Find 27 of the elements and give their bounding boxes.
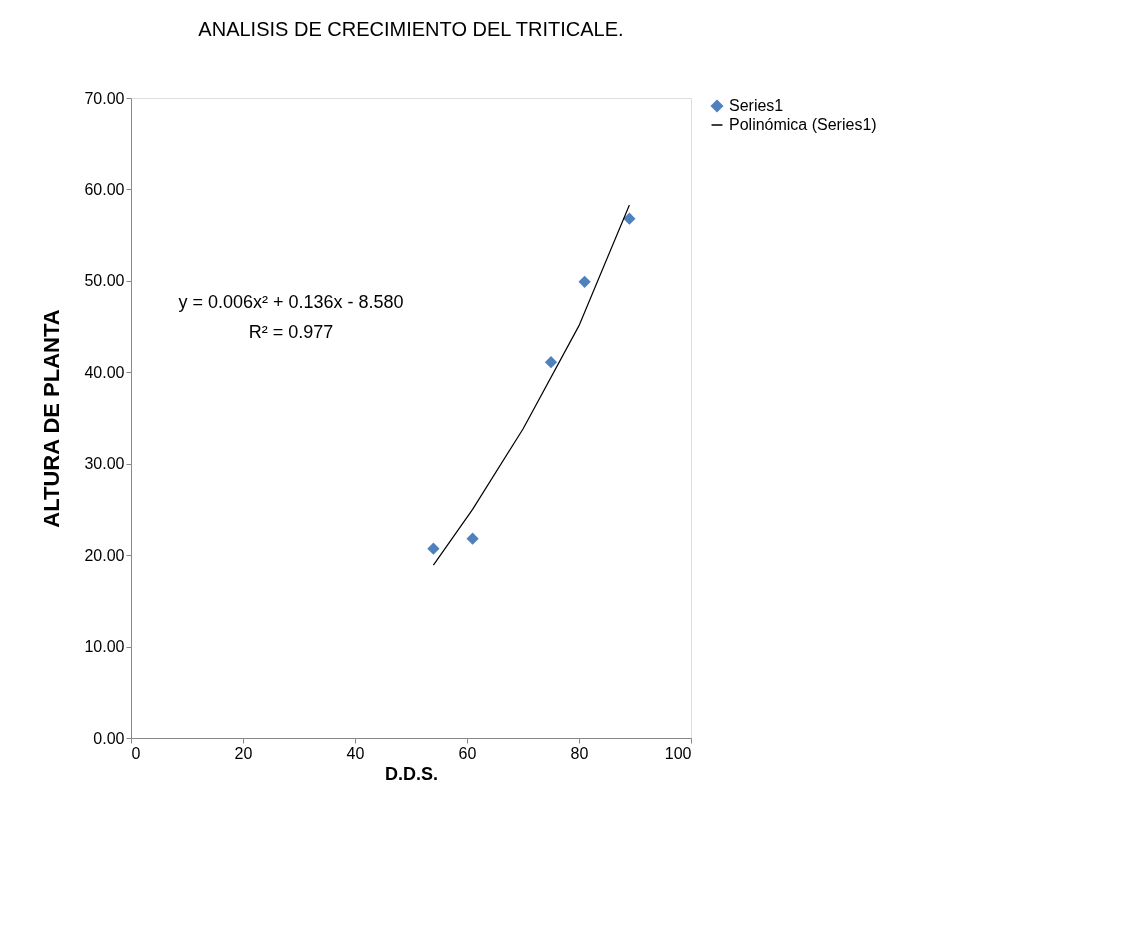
y-tick-label: 70.00	[84, 89, 125, 107]
point	[466, 532, 479, 545]
y-axis-title: ALTURA DE PLANTA	[39, 309, 65, 528]
x-tick-label: 100	[664, 744, 692, 762]
y-tick-label: 50.00	[84, 272, 125, 290]
point	[623, 212, 636, 225]
point	[427, 542, 440, 555]
y-tick-label: 10.00	[84, 638, 125, 656]
x-axis-title: D.D.S.	[384, 763, 439, 784]
annotation: R² = 0.977	[248, 322, 334, 342]
y-tick-label: 20.00	[84, 546, 125, 564]
legend-label: Series1	[729, 97, 784, 114]
y-tick-label: 30.00	[84, 455, 125, 473]
annotation: y = 0.006x² + 0.136x - 8.580	[178, 292, 404, 312]
x-tick-label: 20	[234, 744, 253, 762]
x-tick-label: 0	[131, 744, 141, 762]
point	[578, 275, 591, 288]
y-tick-label: 60.00	[84, 180, 125, 198]
x-tick-label: 60	[458, 744, 477, 762]
x-tick-label: 40	[346, 744, 365, 762]
x-tick-label: 80	[570, 744, 589, 762]
y-tick-label: 40.00	[84, 363, 125, 381]
y-tick-label: 0.00	[93, 729, 125, 747]
line-series	[432, 204, 630, 566]
chart-title: ANALISIS DE CRECIMIENTO DEL TRITICALE.	[198, 18, 624, 40]
legend-label: Polinómica (Series1)	[729, 116, 877, 133]
point	[544, 356, 558, 369]
